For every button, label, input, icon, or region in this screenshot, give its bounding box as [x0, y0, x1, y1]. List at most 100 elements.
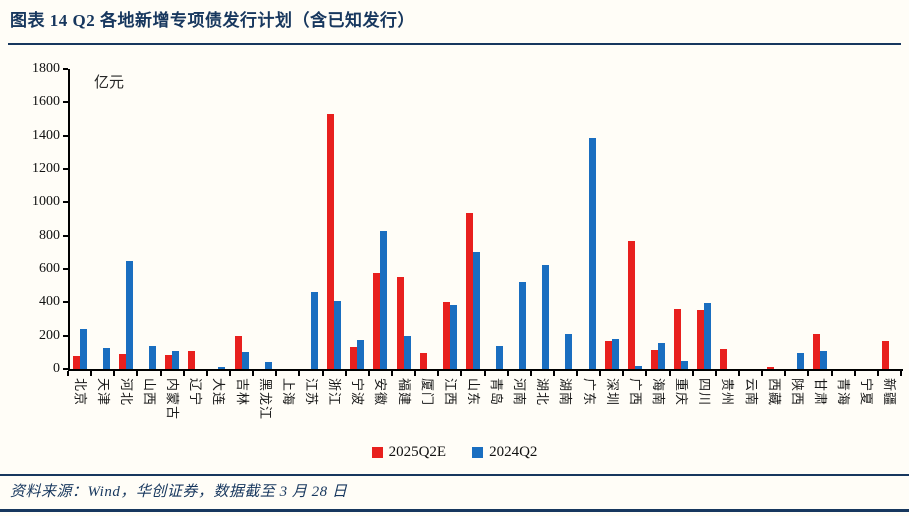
x-axis-label-四川: 四川	[697, 378, 713, 407]
x-tick-mark	[853, 371, 856, 376]
x-axis-label-江苏: 江苏	[303, 378, 319, 407]
bar-2025q2e-河北	[118, 354, 126, 369]
y-tick-label: 200	[39, 327, 60, 343]
x-tick-mark	[275, 371, 278, 376]
x-tick-mark	[344, 371, 347, 376]
bar-2024q2-安徽	[380, 231, 388, 369]
legend-item-2025q2e: 2025Q2E	[371, 444, 446, 461]
x-tick-mark	[205, 371, 208, 376]
bar-2024q2-深圳	[611, 339, 619, 369]
x-axis-label-天津: 天津	[95, 378, 111, 407]
bar-2025q2e-吉林	[234, 336, 242, 369]
bar-2025q2e-安徽	[373, 273, 381, 369]
x-axis-label-新疆: 新疆	[882, 378, 898, 407]
legend-swatch-2025q2e	[371, 447, 383, 458]
y-tick-mark	[63, 101, 68, 104]
bar-2025q2e-宁波	[350, 347, 358, 369]
x-tick-mark	[182, 371, 185, 376]
x-axis-label-大连: 大连	[211, 378, 227, 407]
x-tick-mark	[691, 371, 694, 376]
x-tick-mark	[552, 371, 555, 376]
y-tick-label: 0	[53, 361, 60, 376]
x-tick-mark	[298, 371, 301, 376]
y-tick-label: 800	[39, 227, 60, 243]
bar-2025q2e-西藏	[766, 367, 774, 369]
legend-label: 2024Q2	[489, 444, 538, 460]
bar-2025q2e-甘肃	[813, 334, 820, 369]
bar-2024q2-山西	[148, 346, 156, 369]
figure-title: 图表 14 Q2 各地新增专项债发行计划（含已知发行）	[10, 11, 415, 30]
x-tick-mark	[668, 371, 671, 376]
bar-2024q2-天津	[102, 348, 110, 369]
bar-2025q2e-贵州	[720, 349, 728, 369]
x-axis-label-甘肃: 甘肃	[813, 378, 828, 407]
y-tick-label: 1800	[32, 61, 60, 76]
chart-legend: 2025Q2E 2024Q2	[0, 444, 909, 461]
bar-2024q2-吉林	[241, 352, 249, 369]
x-axis-label-宁波: 宁波	[350, 378, 366, 407]
x-axis-label-重庆: 重庆	[674, 378, 690, 407]
y-tick-label: 1000	[32, 194, 60, 210]
bar-2025q2e-浙江	[327, 114, 335, 369]
x-tick-mark	[414, 371, 417, 376]
x-axis-label-山东: 山东	[465, 378, 481, 407]
x-tick-mark	[252, 371, 255, 376]
x-axis-label-河北: 河北	[118, 378, 134, 407]
bar-2024q2-福建	[403, 336, 411, 369]
x-axis-label-山西: 山西	[141, 378, 157, 407]
bar-2025q2e-深圳	[604, 341, 612, 369]
bar-2024q2-宁波	[357, 340, 365, 369]
bar-2025q2e-重庆	[674, 309, 682, 369]
bar-2024q2-江苏	[310, 292, 318, 369]
bar-2024q2-广西	[634, 366, 642, 369]
bar-2025q2e-福建	[396, 277, 404, 369]
x-tick-mark	[460, 371, 463, 376]
bar-2025q2e-北京	[72, 356, 80, 369]
bar-2024q2-山东	[472, 252, 480, 369]
x-axis-label-上海: 上海	[280, 378, 296, 407]
x-axis-label-江西: 江西	[442, 378, 458, 407]
bar-2024q2-湖北	[542, 265, 550, 369]
x-tick-mark	[228, 371, 231, 376]
x-axis-label-浙江: 浙江	[327, 378, 343, 407]
bar-2025q2e-内蒙古	[165, 355, 173, 369]
bar-2024q2-四川	[704, 303, 712, 369]
bar-2025q2e-辽宁	[188, 351, 196, 369]
bar-2024q2-陕西	[796, 353, 804, 369]
y-tick-mark	[63, 134, 68, 137]
x-tick-mark	[113, 371, 116, 376]
x-tick-mark	[390, 371, 393, 376]
x-axis-label-福建: 福建	[396, 378, 412, 407]
x-axis-label-深圳: 深圳	[604, 378, 620, 407]
x-tick-mark	[506, 371, 509, 376]
x-axis-label-广西: 广西	[627, 378, 643, 407]
bar-2024q2-江西	[449, 305, 457, 369]
legend-item-2024q2: 2024Q2	[472, 444, 537, 461]
x-tick-mark	[159, 371, 162, 376]
x-axis-label-湖北: 湖北	[535, 378, 551, 407]
y-tick-label: 600	[39, 261, 60, 276]
bar-2024q2-大连	[218, 367, 226, 369]
bar-2025q2e-厦门	[419, 353, 427, 369]
x-tick-mark	[576, 371, 579, 376]
bar-2024q2-广东	[588, 138, 596, 369]
x-tick-mark	[367, 371, 370, 376]
y-tick-mark	[63, 201, 68, 204]
x-tick-mark	[321, 371, 324, 376]
y-tick-mark	[63, 168, 68, 170]
y-tick-mark	[63, 368, 68, 370]
x-tick-mark	[900, 371, 902, 376]
y-tick-label: 1200	[32, 161, 60, 176]
y-tick-mark	[63, 234, 68, 237]
y-tick-mark	[63, 334, 68, 337]
x-axis-label-宁夏: 宁夏	[859, 378, 875, 407]
bar-2024q2-重庆	[681, 361, 689, 369]
x-tick-mark	[876, 371, 879, 376]
y-tick-mark	[63, 68, 68, 70]
x-tick-mark	[136, 371, 139, 376]
bar-2025q2e-江西	[442, 302, 450, 369]
x-tick-mark	[67, 371, 69, 376]
x-axis-label-厦门: 厦门	[419, 378, 435, 407]
legend-swatch-2024q2	[472, 447, 484, 458]
